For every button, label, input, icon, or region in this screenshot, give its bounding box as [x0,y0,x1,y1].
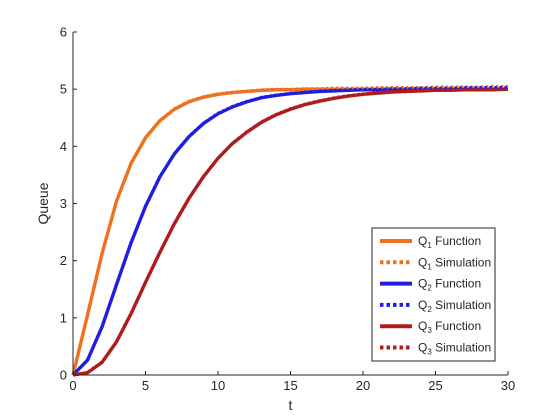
legend-label-subscript: 3 [427,348,432,357]
y-tick-label: 0 [60,368,67,383]
legend-label-rest: Function [432,319,481,333]
legend-label: Q1 Function [418,234,481,250]
legend-label-main: Q [418,234,427,248]
legend-label-subscript: 1 [427,241,432,250]
legend-label-rest: Simulation [432,298,491,312]
legend-label: Q3 Function [418,319,481,335]
plot-area [71,84,509,377]
legend-label: Q3 Simulation [418,341,491,357]
legend-label-main: Q [418,255,427,269]
legend-label: Q2 Function [418,277,481,293]
y-tick-label: 6 [60,25,67,40]
legend-label-rest: Simulation [432,255,491,269]
series-line-q2-simulation [71,86,508,376]
x-axis-title: t [289,397,293,413]
x-tick-label: 10 [211,378,225,393]
x-tick-label: 25 [428,378,442,393]
legend-label-main: Q [418,319,427,333]
series-line-q3-simulation [72,87,508,377]
legend-label-rest: Function [432,277,481,291]
x-tick-label: 20 [356,378,370,393]
x-tick-label: 5 [142,378,149,393]
legend-label: Q2 Simulation [418,298,491,314]
legend-label-main: Q [418,341,427,355]
legend-label-subscript: 3 [427,326,432,335]
legend-label-rest: Function [432,234,481,248]
x-tick-label: 0 [69,378,76,393]
y-tick-label: 2 [60,253,67,268]
legend-label-subscript: 2 [427,305,432,314]
y-tick-label: 1 [60,310,67,325]
legend-label: Q1 Simulation [418,255,491,271]
legend-label-main: Q [418,298,427,312]
y-tick-label: 4 [60,139,67,154]
x-tick-label: 15 [283,378,297,393]
legend-label-subscript: 1 [427,262,432,271]
legend-label-rest: Simulation [432,341,491,355]
y-ticks: 0 1 2 3 4 5 6 [60,25,77,383]
x-tick-label: 30 [501,378,515,393]
legend-label-subscript: 2 [427,284,432,293]
legend-box [371,227,496,362]
x-ticks: 0 5 10 15 20 25 30 [69,371,515,393]
legend-label-main: Q [418,277,427,291]
y-tick-label: 3 [60,196,67,211]
y-tick-label: 5 [60,82,67,97]
y-axis-title: Queue [35,182,51,224]
